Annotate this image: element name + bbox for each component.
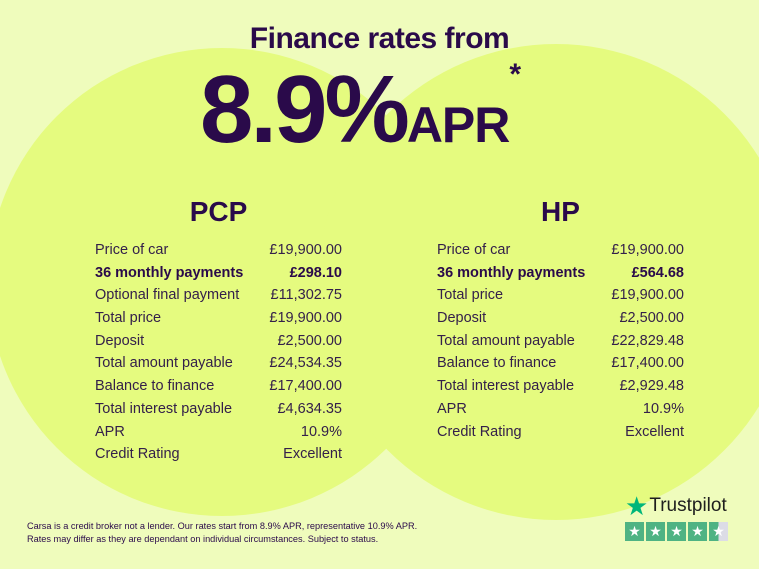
row-value: £298.10	[289, 264, 342, 281]
pcp-table-row: Total amount payable £24,534.35	[95, 352, 342, 375]
pcp-table-row: Credit Rating Excellent	[95, 443, 342, 466]
row-label: APR	[95, 423, 125, 440]
right-circle-decoration	[318, 44, 759, 520]
row-label: Total interest payable	[95, 400, 233, 417]
pcp-table: PCP Price of car £19,900.00 36 monthly pay…	[95, 196, 342, 466]
row-value: £24,534.35	[269, 355, 342, 372]
rating-star-icon: ★	[667, 522, 686, 541]
rate-suffix: APR	[406, 97, 511, 153]
hp-table-row: Deposit £2,500.00	[437, 307, 684, 330]
row-value: 10.9%	[300, 423, 342, 440]
row-label: Deposit	[95, 332, 145, 349]
hp-table: HP Price of car £19,900.00 36 monthly paym…	[437, 196, 684, 443]
pcp-title: PCP	[189, 196, 248, 227]
pcp-table-row: Deposit £2,500.00	[95, 330, 342, 353]
headline-rate: 8.9%APR*	[200, 58, 521, 158]
row-value: £22,829.48	[611, 332, 684, 349]
trustpilot-badge[interactable]: ★ Trustpilot ★ ★ ★ ★ ★	[625, 491, 728, 541]
pcp-table-row: APR 10.9%	[95, 421, 342, 444]
row-label: Total price	[95, 310, 162, 327]
hp-table-row: Balance to finance £17,400.00	[437, 352, 684, 375]
asterisk: *	[509, 58, 522, 91]
hp-table-row: Credit Rating Excellent	[437, 421, 684, 444]
pcp-table-row: Optional final payment £11,302.75	[95, 284, 342, 307]
row-value: Excellent	[625, 423, 684, 440]
hp-table-row: 36 monthly payments £564.68	[437, 262, 684, 285]
disclaimer-line-1: Carsa is a credit broker not a lender. O…	[27, 521, 418, 531]
row-label: Total amount payable	[437, 332, 575, 349]
row-label: Total amount payable	[95, 355, 233, 372]
row-label: Price of car	[437, 242, 511, 258]
disclaimer: Carsa is a credit broker not a lender. O…	[27, 520, 417, 546]
trustpilot-rating-stars: ★ ★ ★ ★ ★	[625, 522, 728, 541]
row-label: Credit Rating	[437, 423, 522, 440]
row-label: Price of car	[95, 242, 169, 258]
pcp-table-row: Total price £19,900.00	[95, 307, 342, 330]
row-value: £19,900.00	[611, 287, 684, 304]
row-value: £17,400.00	[269, 378, 342, 395]
row-value: £564.68	[631, 264, 684, 281]
row-label: Total price	[437, 287, 504, 304]
row-value: £19,900.00	[269, 242, 342, 258]
row-value: 10.9%	[642, 400, 684, 417]
rating-star-icon: ★	[625, 522, 644, 541]
row-label: Balance to finance	[437, 355, 557, 372]
hp-table-row: Price of car £19,900.00	[437, 239, 684, 262]
star-icon: ★	[625, 491, 649, 521]
row-label: 36 monthly payments	[95, 264, 244, 281]
row-label: Total interest payable	[437, 378, 575, 395]
row-value: £4,634.35	[277, 400, 342, 417]
row-value: £19,900.00	[611, 242, 684, 258]
hp-table-row: APR 10.9%	[437, 398, 684, 421]
row-label: 36 monthly payments	[437, 264, 586, 281]
row-value: £2,500.00	[619, 310, 684, 327]
hp-table-row: Total amount payable £22,829.48	[437, 330, 684, 353]
pcp-table-row: Price of car £19,900.00	[95, 239, 342, 262]
hp-table-row: Total interest payable £2,929.48	[437, 375, 684, 398]
row-label: Deposit	[437, 310, 487, 327]
row-label: Optional final payment	[95, 287, 240, 304]
row-value: Excellent	[283, 446, 342, 463]
hp-table-row: Total price £19,900.00	[437, 284, 684, 307]
row-label: APR	[437, 400, 467, 417]
rating-star-icon: ★	[646, 522, 665, 541]
rating-star-icon: ★	[709, 522, 728, 541]
disclaimer-line-2: Rates may differ as they are dependant o…	[27, 534, 379, 544]
row-label: Balance to finance	[95, 378, 215, 395]
row-label: Credit Rating	[95, 446, 180, 463]
trustpilot-name: Trustpilot	[649, 495, 727, 516]
hp-title: HP	[541, 196, 580, 227]
headline: Finance rates from	[249, 22, 510, 55]
rating-star-icon: ★	[688, 522, 707, 541]
pcp-table-row: 36 monthly payments £298.10	[95, 262, 342, 285]
row-value: £19,900.00	[269, 310, 342, 327]
rate-value: 8.9%	[200, 56, 410, 163]
pcp-table-row: Total interest payable £4,634.35	[95, 398, 342, 421]
row-value: £11,302.75	[270, 287, 343, 304]
row-value: £2,500.00	[277, 332, 342, 349]
row-value: £17,400.00	[611, 355, 684, 372]
row-value: £2,929.48	[619, 378, 684, 395]
pcp-table-row: Balance to finance £17,400.00	[95, 375, 342, 398]
